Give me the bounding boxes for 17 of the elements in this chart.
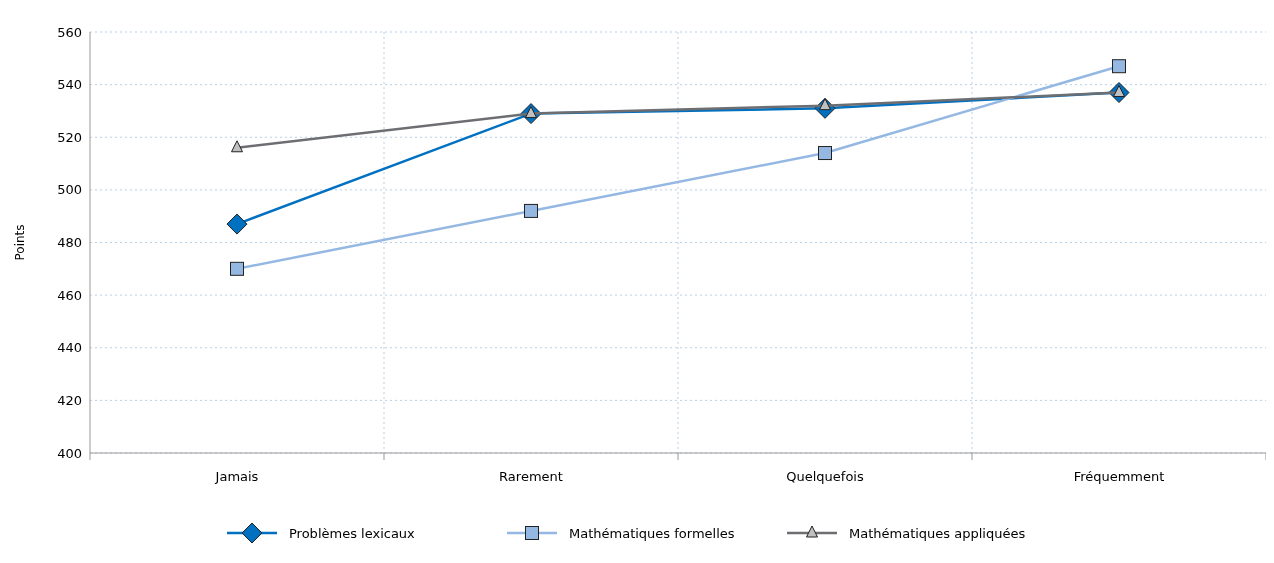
x-tick-label: Quelquefois [786,469,864,484]
x-tick-label: Jamais [214,469,259,484]
y-tick-label: 540 [57,77,82,93]
y-tick-label: 440 [57,340,82,356]
x-tick-label: Fréquemment [1073,469,1165,484]
legend-label: Problèmes lexicaux [289,525,416,541]
y-tick-label: 520 [57,129,82,145]
legend-label: Mathématiques formelles [569,525,735,541]
y-tick-label: 500 [57,182,82,198]
legend-label: Mathématiques appliquées [849,525,1026,541]
x-tick-label: Rarement [499,469,563,484]
y-axis-title: Points [13,224,27,261]
y-tick-label: 480 [57,235,82,251]
y-tick-label: 560 [57,24,82,40]
y-tick-label: 460 [57,287,82,303]
y-tick-label: 400 [57,445,82,461]
y-tick-label: 420 [57,392,82,408]
